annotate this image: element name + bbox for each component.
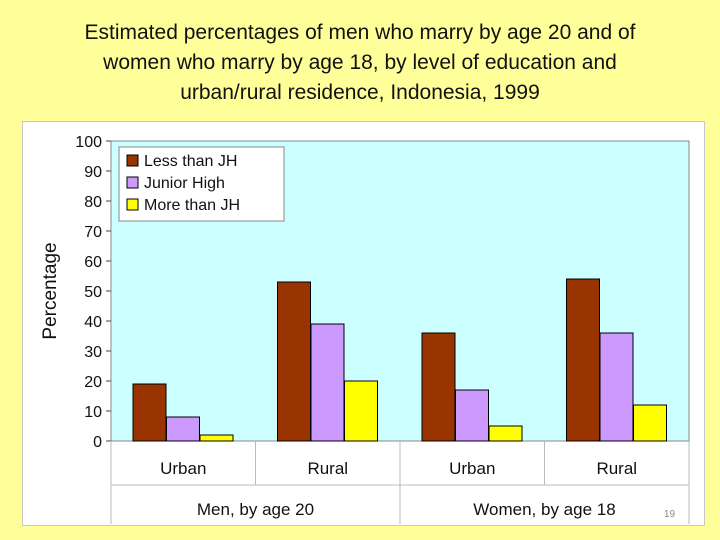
bar-junior-high-0 [166, 416, 200, 442]
y-tick-label: 20 [84, 374, 102, 391]
y-tick-label: 60 [84, 254, 102, 271]
bar-junior-high-3 [599, 332, 634, 442]
page-number: 19 [664, 509, 676, 520]
y-tick-label: 0 [93, 434, 102, 451]
legend-swatch [126, 154, 139, 167]
category-label: Urban [160, 459, 206, 478]
y-tick-label: 70 [84, 224, 102, 241]
bar-more-than-jh-3 [633, 404, 667, 442]
y-tick-label: 40 [84, 314, 102, 331]
bar-junior-high-1 [310, 323, 345, 442]
legend-entry: Less than JH [144, 153, 237, 170]
bar-less-than-jh-2 [421, 332, 456, 442]
chart-frame: 0 10 20 30 40 50 60 70 80 90 100 Percentage Urban Rur… [22, 121, 705, 526]
bar-more-than-jh-2 [488, 425, 523, 442]
y-tick-label: 90 [84, 164, 102, 181]
legend-swatch [126, 176, 139, 189]
y-axis-title: Percentage [40, 242, 61, 339]
category-label: Rural [307, 459, 348, 478]
legend-entry: Junior High [144, 175, 225, 192]
y-tick-label: 10 [84, 404, 102, 421]
title-line-2: women who marry by age 18, by level of e… [103, 51, 617, 74]
y-tick-label: 80 [84, 194, 102, 211]
legend-entry: More than JH [144, 197, 240, 214]
bar-junior-high-2 [455, 389, 489, 442]
slide-title: Estimated percentages of men who marry b… [20, 18, 700, 108]
bar-more-than-jh-0 [199, 434, 234, 442]
category-label: Rural [596, 459, 637, 478]
legend-swatch [126, 198, 139, 211]
group-label: Women, by age 18 [473, 500, 615, 519]
bar-less-than-jh-0 [132, 383, 167, 442]
category-label: Urban [449, 459, 495, 478]
bar-less-than-jh-1 [277, 281, 311, 442]
y-tick-label: 50 [84, 284, 102, 301]
bar-chart: 0 10 20 30 40 50 60 70 80 90 100 Percentage Urban Rur… [40, 134, 690, 524]
title-line-3: urban/rural residence, Indonesia, 1999 [180, 81, 540, 104]
title-line-1: Estimated percentages of men who marry b… [84, 21, 636, 44]
bar-more-than-jh-1 [344, 380, 378, 442]
bar-less-than-jh-3 [566, 278, 600, 442]
y-tick-label: 100 [75, 134, 102, 151]
group-label: Men, by age 20 [197, 500, 314, 519]
y-tick-label: 30 [84, 344, 102, 361]
legend-box [118, 146, 285, 222]
